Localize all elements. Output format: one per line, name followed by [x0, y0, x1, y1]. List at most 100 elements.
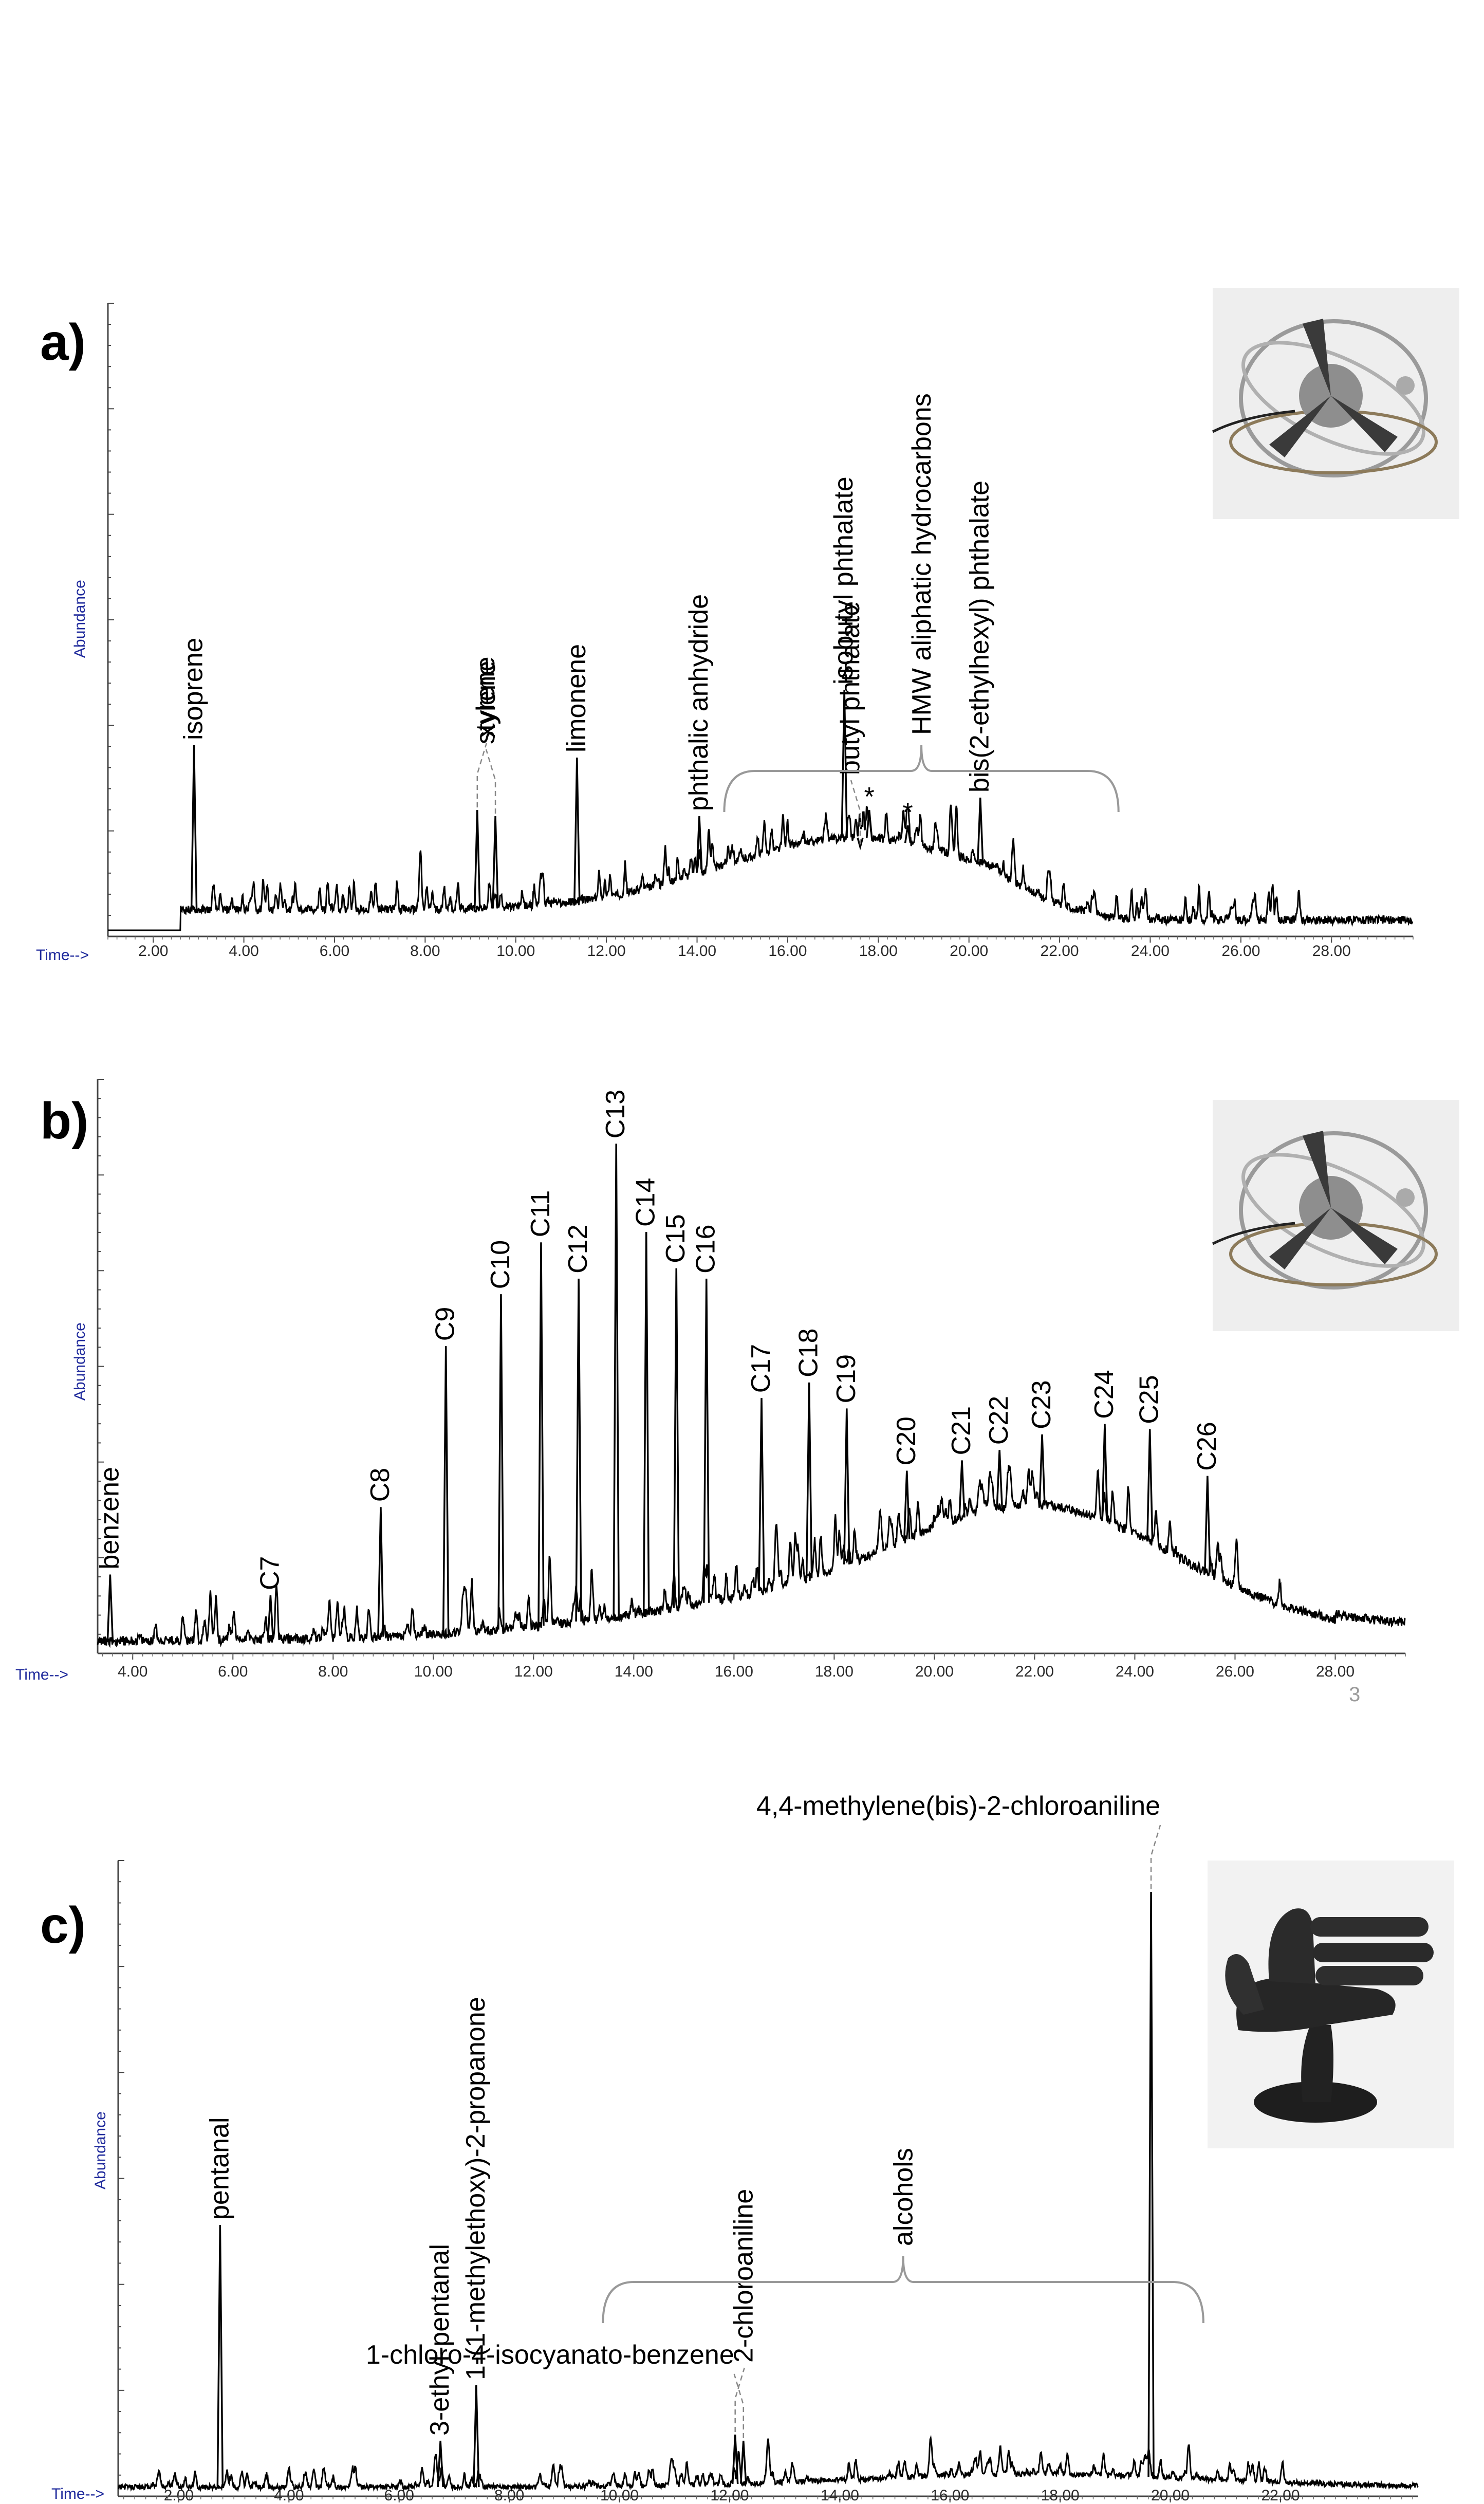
peak-label: C14 [631, 1178, 661, 1227]
peak-leader-line [485, 749, 496, 814]
peak [731, 2434, 739, 2484]
x-tick-label: 14.00 [678, 943, 716, 960]
peak [805, 1382, 813, 1578]
x-tick-label: 20.00 [950, 943, 988, 960]
peak [702, 1278, 710, 1603]
chair-back-finger [1268, 1908, 1315, 1984]
chair-finger [1310, 1917, 1429, 1937]
bracket [723, 745, 1120, 813]
x-tick-label: 12.00 [514, 1663, 553, 1680]
x-axis-title-b: Time--> [15, 1666, 68, 1683]
peak [673, 1268, 680, 1608]
peak-label: C9 [431, 1307, 460, 1341]
page-number: 3 [1349, 1683, 1360, 1706]
peak-label: 2-chloroaniline [729, 2189, 759, 2363]
chromatogram-panel-c: c) Abundance Time--> 2.00 4.00 6.00 8.00 10.… [40, 1791, 1454, 2504]
peak-label: C12 [563, 1224, 593, 1273]
chromatogram-panel-b: b) Abundance Time--> 3 4.00 6.00 8.00 10.00… [15, 1079, 1459, 1706]
bracket-label: alcohols [889, 2148, 919, 2246]
peak-label: styrene [471, 656, 500, 744]
peak-label: butyl phthalate [836, 601, 865, 775]
fan-blade [1303, 1131, 1331, 1208]
x-tick-label: 4.00 [118, 1663, 147, 1680]
peak-label: C26 [1192, 1422, 1222, 1470]
fan-cord [1212, 410, 1295, 433]
peak [442, 1346, 450, 1634]
peak-label: 1-(1-methylethoxy)-2-propanone [461, 1997, 491, 2380]
peak-label: 4,4-methylene(bis)-2-chloroaniline [756, 1791, 1160, 1821]
peak-label: C15 [661, 1214, 691, 1263]
chair-finger [1315, 1966, 1423, 1985]
peak [958, 1460, 966, 1518]
product-photo-hand-chair [1208, 1861, 1454, 2148]
fan-ring [1239, 1131, 1428, 1290]
x-tick-label: 6.00 [218, 1663, 248, 1680]
peak [537, 1242, 545, 1626]
x-tick-label: 22.00 [1261, 2487, 1300, 2504]
x-tick-label: 6.00 [320, 943, 349, 960]
peak-label: C17 [746, 1344, 776, 1393]
peak [642, 1231, 650, 1613]
x-tick-label: 26.00 [1221, 943, 1260, 960]
peak [190, 745, 198, 910]
peak [437, 2440, 444, 2488]
fan-blade [1269, 396, 1331, 457]
peak [492, 816, 499, 908]
peak [497, 1294, 505, 1630]
x-tick-label: 22.00 [1041, 943, 1079, 960]
chair-stem [1301, 2025, 1333, 2102]
y-axis-title-a: Abundance [71, 580, 88, 658]
x-tick-label: 14.00 [615, 1663, 653, 1680]
x-tick-label: 6.00 [384, 2487, 414, 2504]
x-tick-label: 8.00 [410, 943, 440, 960]
peak [1038, 1434, 1046, 1506]
peak-label: phthalic anhydride [684, 594, 714, 811]
peak-label: * [864, 782, 875, 812]
chromatogram-trace [108, 804, 1414, 931]
x-tick-label: 20.00 [915, 1663, 954, 1680]
peak [216, 2224, 224, 2488]
peak-leader-line [733, 2373, 745, 2438]
panel-label-c: c) [40, 1897, 86, 1954]
peak [865, 809, 873, 838]
x-tick-label: 8.00 [318, 1663, 348, 1680]
x-tick-label: 4.00 [229, 943, 258, 960]
chair-finger [1313, 1943, 1434, 1962]
x-tick-label: 10.00 [414, 1663, 453, 1680]
chair-thumb [1225, 1954, 1264, 2015]
x-tick-label: 16.00 [768, 943, 807, 960]
x-tick-label: 10.00 [600, 2487, 639, 2504]
peak [613, 1144, 620, 1617]
x-axis-title-a: Time--> [36, 947, 89, 964]
peak-label: isobutyl phthalate [829, 476, 859, 685]
peak [1101, 1424, 1108, 1521]
x-tick-label: 20.00 [1151, 2487, 1190, 2504]
x-tick-label: 22.00 [1015, 1663, 1054, 1680]
peak-label: C22 [984, 1396, 1014, 1445]
x-tick-label: 10.00 [496, 943, 535, 960]
chromatogram-panel-a: a) Abundance Time--> 2.00 4.00 6.00 8.00 10.… [36, 288, 1459, 964]
peak-label: C21 [947, 1406, 976, 1455]
peak-label: 3-ethyl-pentanal [425, 2244, 455, 2436]
peak [575, 1278, 582, 1622]
x-tick-label: 14.00 [821, 2487, 859, 2504]
peak-label: C11 [526, 1190, 555, 1238]
fan-ring [1241, 341, 1425, 456]
peak-label: limonene [562, 644, 591, 752]
bracket [602, 2256, 1204, 2324]
panel-label-b: b) [40, 1092, 88, 1150]
fan-blade [1269, 1208, 1331, 1269]
peak-label: xylene [471, 661, 501, 738]
fan-ring [1239, 319, 1428, 477]
peak-label: C8 [365, 1468, 395, 1502]
x-tick-label: 18.00 [1041, 2487, 1080, 2504]
peak-label: C24 [1089, 1370, 1119, 1419]
peak [474, 809, 481, 909]
chromatogram-trace [97, 1465, 1406, 1648]
peak [1204, 1476, 1211, 1573]
x-tick-label: 18.00 [859, 943, 898, 960]
y-axis-title-c: Abundance [92, 2111, 109, 2189]
fan-ring [1241, 1153, 1425, 1268]
x-tick-label: 24.00 [1116, 1663, 1154, 1680]
peak-label: pentanal [205, 2117, 234, 2220]
